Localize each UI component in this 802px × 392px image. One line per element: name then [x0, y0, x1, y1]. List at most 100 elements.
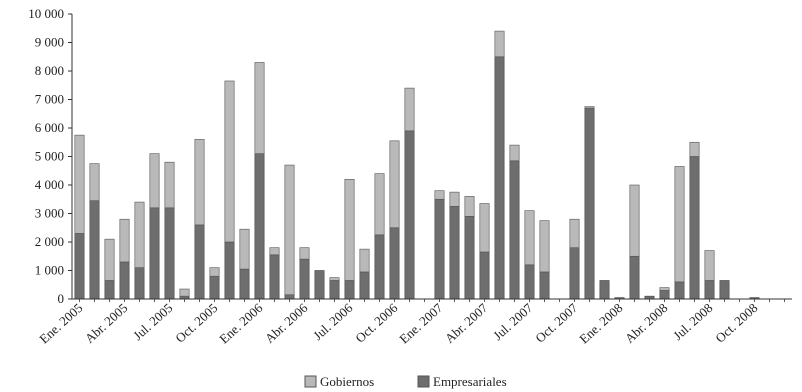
x-tick-label: Abr. 2005 [82, 300, 131, 346]
bar-gobiernos [689, 141, 700, 157]
y-tick-label: 0 [58, 291, 65, 306]
bar-gobiernos [254, 62, 265, 154]
bar-gobiernos [119, 218, 130, 263]
bar-gobiernos [434, 190, 445, 200]
bar-gobiernos [509, 144, 520, 162]
bar-gobiernos [284, 164, 295, 296]
bar-empresariales [539, 271, 550, 300]
bar-gobiernos [659, 287, 670, 291]
bar-empresariales [254, 153, 265, 300]
x-tick-label: Oct. 2005 [172, 300, 220, 345]
bar-empresariales [404, 130, 415, 300]
bar-empresariales [494, 56, 505, 300]
bar-empresariales [314, 270, 325, 300]
bar-empresariales [674, 281, 685, 300]
bar-empresariales [434, 198, 445, 300]
bar-empresariales [464, 216, 475, 300]
x-tick-label: Abr. 2008 [622, 300, 671, 346]
x-tick-label: Ene. 2008 [576, 300, 625, 346]
legend: Gobiernos Empresariales [304, 374, 507, 389]
bar-empresariales [374, 234, 385, 300]
bar-empresariales [659, 290, 670, 300]
y-tick-label: 3 000 [35, 206, 64, 221]
bar-empresariales [509, 160, 520, 300]
bar-gobiernos [209, 267, 220, 277]
y-tick-label: 6 000 [35, 120, 64, 135]
bar-empresariales [164, 207, 175, 300]
bar-gobiernos [704, 250, 715, 281]
bar-gobiernos [479, 203, 490, 253]
bar-gobiernos [104, 238, 115, 281]
bar-gobiernos [494, 30, 505, 58]
bar-empresariales [134, 267, 145, 300]
x-tick-label: Ene. 2005 [36, 300, 85, 346]
bar-empresariales [89, 200, 100, 300]
bar-empresariales [209, 275, 220, 300]
bars-group [74, 30, 760, 300]
bar-empresariales [119, 261, 130, 300]
bar-empresariales [284, 294, 295, 300]
bar-gobiernos [629, 184, 640, 257]
y-tick-label: 10 000 [28, 6, 64, 21]
bar-empresariales [224, 241, 235, 300]
x-tick-label: Jul. 2008 [670, 300, 715, 343]
x-tick-label: Abr. 2006 [262, 300, 311, 346]
bar-gobiernos [89, 163, 100, 201]
y-tick-label: 8 000 [35, 63, 64, 78]
bar-gobiernos [374, 173, 385, 236]
bar-empresariales [299, 258, 310, 300]
bar-empresariales [524, 264, 535, 300]
bar-gobiernos [344, 179, 355, 281]
x-tick-label: Oct. 2008 [712, 300, 760, 345]
bar-gobiernos [194, 139, 205, 226]
legend-label-empresariales: Empresariales [433, 374, 507, 389]
bar-empresariales [389, 227, 400, 300]
bar-empresariales [104, 280, 115, 300]
bar-empresariales [239, 268, 250, 300]
bar-gobiernos [179, 288, 190, 297]
y-tick-label: 9 000 [35, 35, 64, 50]
bar-empresariales [74, 233, 85, 300]
bar-empresariales [194, 224, 205, 300]
bar-gobiernos [584, 106, 595, 109]
bar-empresariales [269, 254, 280, 300]
x-tick-label: Ene. 2006 [216, 300, 266, 347]
bar-empresariales [149, 207, 160, 300]
y-tick-label: 4 000 [35, 177, 64, 192]
bar-empresariales [704, 280, 715, 300]
x-tick-label: Jul. 2005 [130, 300, 175, 343]
bar-gobiernos [464, 196, 475, 217]
bar-empresariales [329, 280, 340, 300]
bar-empresariales [599, 280, 610, 300]
bar-gobiernos [239, 228, 250, 270]
bar-empresariales [479, 251, 490, 300]
bar-empresariales [344, 280, 355, 300]
legend-label-gobiernos: Gobiernos [320, 374, 374, 389]
bar-gobiernos [164, 161, 175, 209]
bar-gobiernos [524, 210, 535, 266]
legend-swatch-gobiernos [304, 375, 317, 388]
bar-empresariales [584, 107, 595, 300]
bar-gobiernos [389, 140, 400, 229]
bar-empresariales [449, 206, 460, 300]
bar-gobiernos [299, 247, 310, 260]
bar-empresariales [569, 247, 580, 300]
bar-gobiernos [329, 277, 340, 281]
bar-gobiernos [149, 153, 160, 209]
bar-gobiernos [359, 248, 370, 273]
bar-gobiernos [404, 87, 415, 132]
bar-empresariales [689, 156, 700, 300]
x-tick-label: Jul. 2007 [490, 300, 536, 343]
bar-gobiernos [569, 218, 580, 248]
bar-gobiernos [74, 134, 85, 234]
bar-gobiernos [224, 80, 235, 243]
bar-gobiernos [449, 191, 460, 207]
y-tick-label: 5 000 [35, 149, 64, 164]
y-axis: 0 1 000 2 000 3 000 4 000 5 000 6 000 7 000 8 00… [28, 6, 73, 306]
bar-gobiernos [674, 166, 685, 283]
x-tick-label: Oct. 2007 [532, 300, 581, 346]
y-tick-label: 7 000 [35, 92, 64, 107]
y-tick-label: 1 000 [35, 263, 64, 278]
